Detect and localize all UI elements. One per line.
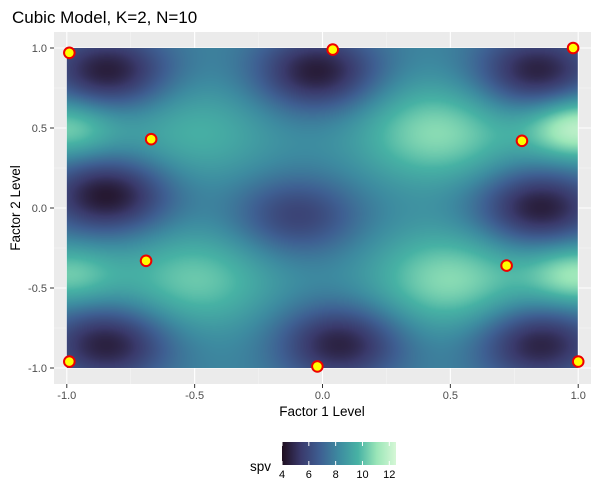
legend-tick-label: 12 <box>383 469 395 481</box>
x-tick-label: 0.0 <box>315 390 330 402</box>
y-axis: -1.0 -0.5 0.0 0.5 1.0 <box>28 43 54 375</box>
design-point <box>571 355 585 368</box>
legend-tick-label: 6 <box>306 469 312 481</box>
spv-heatmap-surface <box>66 48 578 368</box>
design-point <box>63 46 76 60</box>
design-points <box>63 41 585 373</box>
design-point <box>311 360 324 373</box>
y-axis-title: Factor 2 Level <box>8 165 23 251</box>
design-point <box>139 254 153 268</box>
design-point <box>63 355 76 368</box>
design-point <box>500 259 513 272</box>
x-tick-label: -1.0 <box>57 390 76 402</box>
x-tick-label: 0.5 <box>443 390 458 402</box>
design-point <box>144 132 158 146</box>
legend-tick-label: 8 <box>333 469 339 481</box>
legend-tick-label: 4 <box>279 469 285 481</box>
legend-title: spv <box>250 459 271 474</box>
design-point <box>566 41 580 55</box>
legend-ticks: 4 6 8 10 12 <box>279 442 395 481</box>
x-tick-label: -0.5 <box>185 390 204 402</box>
y-tick-label: -1.0 <box>28 363 47 375</box>
x-axis: -1.0 -0.5 0.0 0.5 1.0 <box>57 384 586 402</box>
y-tick-label: 1.0 <box>32 43 47 55</box>
legend-colorbar <box>282 442 396 465</box>
legend-tick-label: 10 <box>356 469 368 481</box>
x-axis-title: Factor 1 Level <box>279 404 365 419</box>
y-tick-label: 0.5 <box>32 123 47 135</box>
x-tick-label: 1.0 <box>571 390 586 402</box>
y-tick-label: 0.0 <box>32 203 47 215</box>
y-tick-label: -0.5 <box>28 283 47 295</box>
design-point <box>326 43 340 56</box>
design-point <box>515 134 529 148</box>
chart-title: Cubic Model, K=2, N=10 <box>12 8 197 27</box>
color-legend: spv 4 6 8 10 12 <box>250 442 396 481</box>
